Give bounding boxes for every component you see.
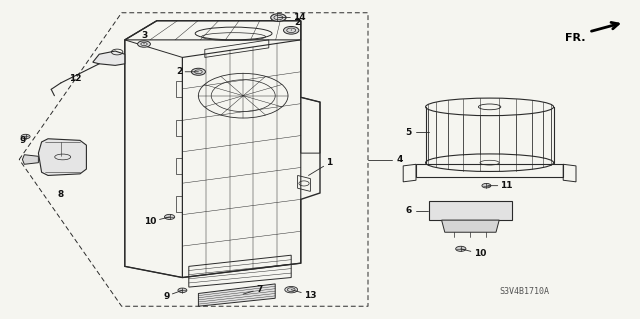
Circle shape bbox=[284, 26, 299, 34]
Text: 5: 5 bbox=[405, 128, 412, 137]
Text: 1: 1 bbox=[308, 158, 333, 175]
Text: 13: 13 bbox=[291, 290, 317, 300]
Polygon shape bbox=[22, 155, 38, 164]
Circle shape bbox=[138, 41, 150, 47]
Polygon shape bbox=[429, 201, 512, 220]
Text: FR.: FR. bbox=[565, 33, 586, 43]
Circle shape bbox=[285, 286, 298, 293]
Text: 6: 6 bbox=[405, 206, 412, 215]
Text: 11: 11 bbox=[488, 181, 513, 190]
Circle shape bbox=[178, 288, 187, 293]
Text: 7: 7 bbox=[243, 285, 262, 294]
Text: 2: 2 bbox=[176, 67, 198, 76]
Polygon shape bbox=[93, 51, 125, 65]
Circle shape bbox=[164, 214, 175, 219]
Text: 3: 3 bbox=[141, 31, 147, 44]
Text: 9: 9 bbox=[163, 290, 182, 300]
Circle shape bbox=[21, 134, 30, 139]
Text: 2: 2 bbox=[291, 19, 301, 30]
Text: 10: 10 bbox=[461, 249, 486, 258]
Circle shape bbox=[456, 246, 466, 251]
Circle shape bbox=[191, 68, 205, 75]
Text: 14: 14 bbox=[278, 13, 306, 22]
Polygon shape bbox=[198, 284, 275, 306]
Circle shape bbox=[271, 14, 286, 21]
Text: 8: 8 bbox=[58, 190, 64, 199]
Text: 9: 9 bbox=[20, 136, 26, 145]
Text: 4: 4 bbox=[397, 155, 403, 164]
Text: S3V4B1710A: S3V4B1710A bbox=[500, 287, 550, 296]
Text: 12: 12 bbox=[69, 74, 82, 83]
Polygon shape bbox=[38, 139, 86, 175]
Circle shape bbox=[482, 183, 491, 188]
Text: 10: 10 bbox=[145, 217, 170, 226]
Polygon shape bbox=[442, 220, 499, 232]
